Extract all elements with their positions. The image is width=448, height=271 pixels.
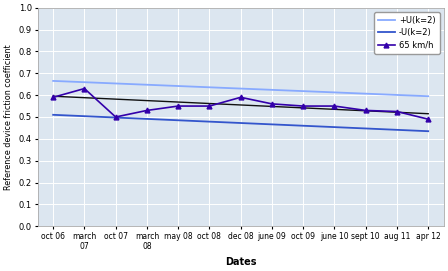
-U(k=2) [238,121,243,125]
65 km/h [394,110,400,113]
65 km/h [426,118,431,121]
+U(k=2) [301,89,306,93]
Y-axis label: Reference device friction coefficient: Reference device friction coefficient [4,44,13,190]
-U(k=2) [301,124,306,127]
+U(k=2) [51,79,56,83]
-U(k=2) [176,119,181,122]
+U(k=2) [238,87,243,90]
65 km/h [113,115,118,119]
Line: -U(k=2): -U(k=2) [53,115,428,131]
65 km/h [51,96,56,99]
X-axis label: Dates: Dates [225,257,256,267]
-U(k=2) [363,127,368,130]
+U(k=2) [113,82,118,85]
Line: +U(k=2): +U(k=2) [53,81,428,96]
+U(k=2) [363,92,368,95]
-U(k=2) [113,116,118,119]
65 km/h [363,109,368,112]
65 km/h [82,87,87,90]
-U(k=2) [51,113,56,117]
-U(k=2) [269,123,275,126]
65 km/h [269,102,275,105]
65 km/h [176,104,181,108]
65 km/h [207,104,212,108]
Line: 65 km/h: 65 km/h [51,86,431,122]
-U(k=2) [394,128,400,131]
65 km/h [144,109,150,112]
+U(k=2) [426,95,431,98]
+U(k=2) [332,91,337,94]
-U(k=2) [426,130,431,133]
+U(k=2) [269,88,275,92]
+U(k=2) [394,93,400,96]
65 km/h [238,96,243,99]
65 km/h [301,104,306,108]
Legend: +U(k=2), -U(k=2), 65 km/h: +U(k=2), -U(k=2), 65 km/h [374,12,439,54]
65 km/h [332,104,337,108]
-U(k=2) [82,115,87,118]
-U(k=2) [207,120,212,123]
+U(k=2) [207,86,212,89]
-U(k=2) [144,117,150,121]
+U(k=2) [176,84,181,88]
+U(k=2) [144,83,150,86]
-U(k=2) [332,125,337,129]
+U(k=2) [82,80,87,84]
